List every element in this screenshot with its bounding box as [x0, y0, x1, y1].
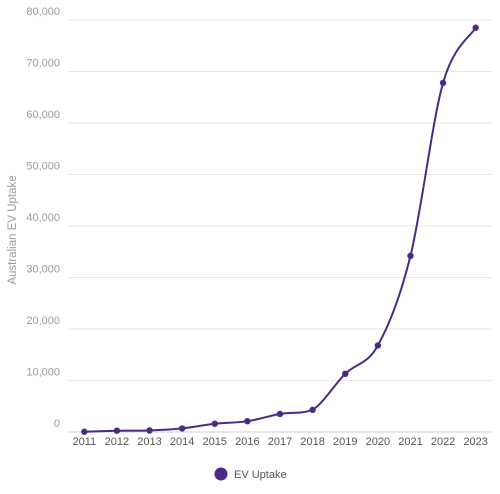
x-tick-label: 2014: [170, 436, 194, 448]
y-tick-label: 50,000: [26, 161, 60, 173]
data-point-2012[interactable]: [113, 427, 121, 434]
y-tick-label: 40,000: [26, 212, 60, 224]
data-point-2021[interactable]: [407, 252, 414, 260]
x-tick-label: 2023: [463, 436, 487, 448]
x-tick-label: 2013: [137, 436, 161, 448]
legend-label-ev-uptake: EV Uptake: [234, 469, 287, 481]
data-point-2023[interactable]: [472, 24, 479, 31]
data-point-2011[interactable]: [81, 428, 88, 435]
y-tick-label: 10,000: [26, 367, 60, 379]
x-tick-label: 2021: [398, 436, 422, 448]
x-tick-labels: 2011 2012 2013 2014 2015 2016 2017 2018 2019 2020…: [72, 436, 487, 448]
y-tick-label: 30,000: [26, 264, 60, 276]
data-point-2019[interactable]: [342, 370, 349, 378]
data-point-2016[interactable]: [244, 417, 251, 425]
x-tick-label: 2011: [72, 436, 96, 448]
legend[interactable]: EV Uptake: [214, 467, 287, 482]
series-line-ev-uptake: [84, 27, 477, 433]
x-tick-label: 2016: [235, 436, 259, 448]
data-point-2017[interactable]: [276, 410, 284, 418]
y-axis-label: Australian EV Uptake: [7, 175, 19, 284]
data-point-2014[interactable]: [178, 425, 186, 432]
series-layer: [81, 24, 479, 435]
x-tick-label: 2015: [203, 436, 227, 448]
y-tick-label: 70,000: [26, 58, 60, 70]
x-tick-label: 2017: [268, 436, 292, 448]
y-tick-label: 20,000: [26, 315, 60, 327]
data-point-2022[interactable]: [439, 79, 447, 87]
x-tick-label: 2019: [333, 436, 357, 448]
data-point-2015[interactable]: [211, 420, 218, 427]
x-tick-label: 2022: [431, 436, 455, 448]
x-tick-label: 2018: [300, 436, 324, 448]
y-tick-label: 80,000: [26, 6, 60, 18]
data-point-2018[interactable]: [309, 406, 316, 414]
grid-layer: [68, 19, 492, 433]
data-point-2013[interactable]: [146, 427, 153, 434]
y-tick-labels: 0 10,000 20,000 30,000 40,000 50,000 60,000 70,…: [26, 6, 60, 430]
legend-marker-ev-uptake: [214, 467, 228, 481]
data-point-2020[interactable]: [374, 342, 382, 349]
y-tick-label: 0: [54, 418, 60, 430]
y-tick-label: 60,000: [26, 109, 60, 121]
x-tick-label: 2012: [105, 436, 129, 448]
x-tick-label: 2020: [366, 436, 390, 448]
